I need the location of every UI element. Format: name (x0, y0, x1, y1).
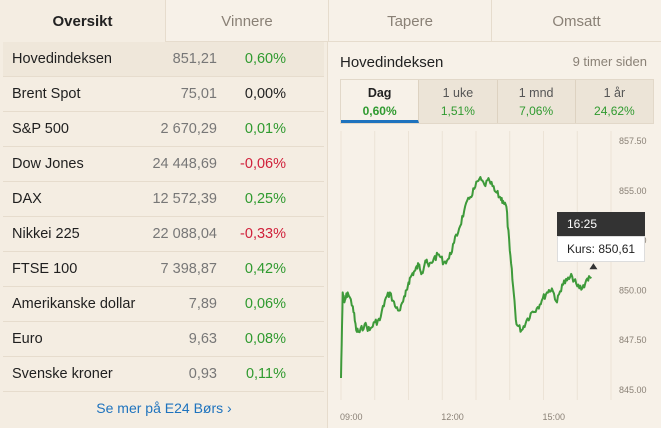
instrument-price: 24 448,69 (152, 156, 217, 172)
instrument-price: 22 088,04 (152, 226, 217, 242)
market-row[interactable]: S&P 500 2 670,29 0,01% (3, 112, 324, 147)
period-value: 24,62% (594, 104, 635, 118)
instrument-change: 0,01% (244, 121, 286, 137)
market-row[interactable]: DAX 12 572,39 0,25% (3, 182, 324, 217)
period-label: 1 år (603, 86, 626, 100)
tab-omsatt[interactable]: Omsatt (552, 12, 601, 30)
instrument-name: Nikkei 225 (12, 226, 80, 242)
x-tick-label: 12:00 (441, 412, 464, 422)
instrument-change: 0,60% (244, 51, 286, 67)
tooltip-pointer (589, 263, 598, 270)
instrument-name: Euro (12, 331, 43, 347)
instrument-price: 12 572,39 (152, 191, 217, 207)
market-row[interactable]: Brent Spot 75,01 0,00% (3, 77, 324, 112)
instrument-change: 0,25% (244, 191, 286, 207)
period-label: 1 mnd (518, 86, 554, 100)
instrument-name: Svenske kroner (12, 366, 113, 382)
instrument-change: 0,42% (244, 261, 286, 277)
period-selector: Dag 0,60% 1 uke 1,51% 1 mnd 7,06% 1 år 2… (340, 79, 654, 124)
instrument-change: 0,08% (244, 331, 286, 347)
instrument-price: 2 670,29 (160, 121, 217, 137)
chart-title: Hovedindeksen (340, 54, 444, 71)
market-row[interactable]: Amerikanske dollar 7,89 0,06% (3, 287, 324, 322)
instrument-change: -0,33% (240, 226, 286, 242)
instrument-name: Brent Spot (12, 86, 81, 102)
instrument-change: 0,00% (244, 86, 286, 102)
x-tick-label: 15:00 (543, 412, 566, 422)
market-row[interactable]: Nikkei 225 22 088,04 -0,33% (3, 217, 324, 252)
instrument-name: Dow Jones (12, 156, 84, 172)
market-row[interactable]: Euro 9,63 0,08% (3, 322, 324, 357)
market-row[interactable]: Dow Jones 24 448,69 -0,06% (3, 147, 324, 182)
y-tick-label: 857.50 (619, 136, 647, 146)
period-label: Dag (367, 86, 392, 100)
instrument-change: -0,06% (240, 156, 286, 172)
period-dag[interactable]: Dag 0,60% (341, 80, 420, 123)
market-tabs: Oversikt Vinnere Tapere Omsatt (0, 0, 661, 42)
tooltip-value: Kurs: 850,61 (557, 236, 645, 262)
series-line (340, 176, 592, 379)
x-tick-label: 09:00 (340, 412, 363, 422)
market-row[interactable]: FTSE 100 7 398,87 0,42% (3, 252, 324, 287)
y-tick-label: 855.00 (619, 186, 647, 196)
instrument-price: 7 398,87 (160, 261, 217, 277)
period-1-ar[interactable]: 1 år 24,62% (575, 80, 653, 123)
instrument-name: Hovedindeksen (12, 51, 112, 67)
y-tick-label: 850.00 (619, 285, 647, 295)
instrument-change: 0,06% (244, 296, 286, 312)
tab-oversikt[interactable]: Oversikt (0, 0, 166, 42)
tooltip-time: 16:25 (557, 212, 645, 236)
instrument-name: DAX (12, 191, 42, 207)
tab-vinnere[interactable]: Vinnere (166, 0, 329, 42)
period-value: 1,51% (440, 104, 475, 118)
period-1-mnd[interactable]: 1 mnd 7,06% (497, 80, 576, 123)
chart-updated: 9 timer siden (572, 54, 647, 69)
period-value: 7,06% (519, 104, 554, 118)
period-label: 1 uke (442, 86, 474, 100)
market-row[interactable]: Hovedindeksen 851,21 0,60% (3, 42, 324, 77)
market-row[interactable]: Svenske kroner 0,93 0,11% (3, 357, 324, 392)
instrument-name: S&P 500 (12, 121, 69, 137)
more-link[interactable]: Se mer på E24 Børs › (96, 400, 232, 416)
chart-panel: Hovedindeksen 9 timer siden Dag 0,60% 1 … (329, 42, 661, 428)
instrument-price: 75,01 (180, 86, 217, 102)
instrument-name: Amerikanske dollar (12, 296, 136, 312)
period-1-uke[interactable]: 1 uke 1,51% (419, 80, 498, 123)
instrument-name: FTSE 100 (12, 261, 78, 277)
tab-tapere[interactable]: Tapere (329, 0, 492, 42)
index-line-chart[interactable]: 857.50855.00852.50850.00847.50845.0009:0… (329, 124, 661, 428)
instrument-price: 851,21 (172, 51, 217, 67)
instrument-price: 7,89 (188, 296, 217, 312)
period-value: 0,60% (362, 104, 397, 118)
market-list: Hovedindeksen 851,21 0,60% Brent Spot 75,01 0… (0, 42, 328, 428)
instrument-price: 0,93 (188, 366, 217, 382)
instrument-change: 0,11% (245, 366, 286, 382)
y-tick-label: 847.50 (619, 335, 647, 345)
instrument-price: 9,63 (188, 331, 217, 347)
y-tick-label: 845.00 (619, 385, 647, 395)
